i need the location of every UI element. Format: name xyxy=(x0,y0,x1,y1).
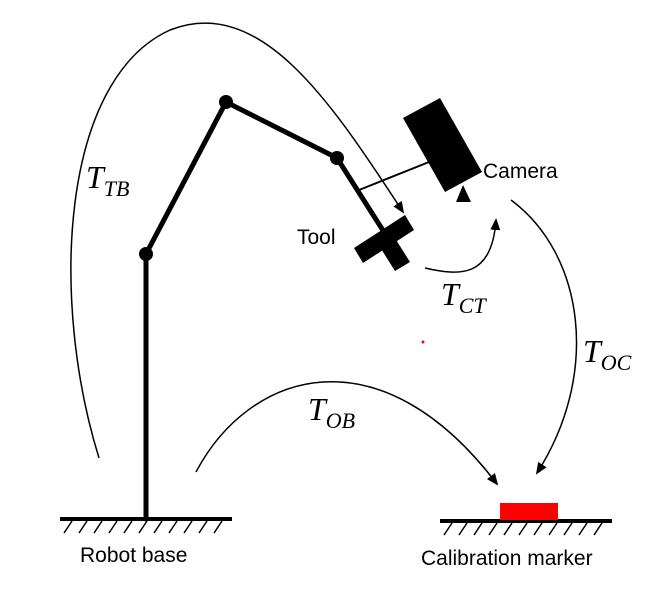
robot-arm xyxy=(143,99,387,522)
marker-ground xyxy=(440,519,612,536)
calibration-marker-label: Calibration marker xyxy=(421,547,593,570)
joint-2 xyxy=(219,95,233,109)
transform-oc-label: TOC xyxy=(583,333,632,375)
tool xyxy=(354,215,414,271)
reference-dot xyxy=(421,340,425,344)
transform-tb-label: TTB xyxy=(86,159,129,201)
transform-oc-arrow xyxy=(510,199,578,475)
tool-label: Tool xyxy=(297,226,336,249)
calibration-marker xyxy=(500,503,558,520)
transform-ob-label: TOB xyxy=(308,391,355,433)
transform-ct-label: TCT xyxy=(441,276,487,318)
robot-base-label: Robot base xyxy=(80,544,187,567)
camera xyxy=(403,98,482,202)
joint-1 xyxy=(139,247,153,261)
camera-mount xyxy=(358,159,435,191)
transform-tb-arrow xyxy=(70,22,405,459)
transform-ct-arrow xyxy=(424,218,501,273)
transform-ob-arrow xyxy=(195,381,499,486)
camera-label: Camera xyxy=(483,160,558,183)
joint-3 xyxy=(330,151,344,165)
